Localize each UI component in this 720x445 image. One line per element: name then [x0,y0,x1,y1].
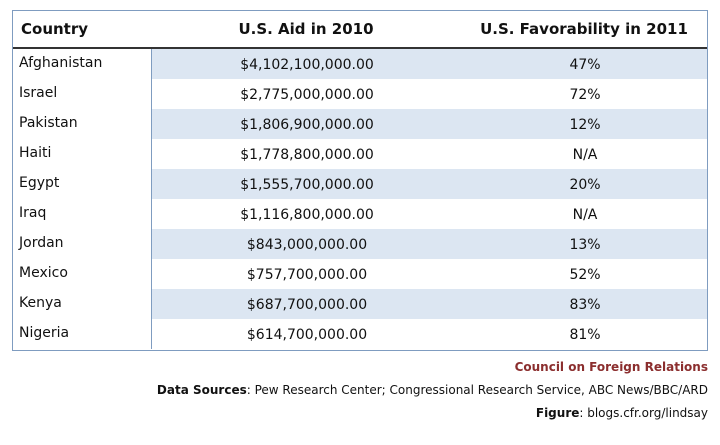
data-band: $614,700,000.00 81% [151,319,707,349]
country-cell: Afghanistan [13,49,151,79]
aid-cell: $757,700,000.00 [246,267,368,283]
country-name: Nigeria [19,325,70,341]
data-band: $1,555,700,000.00 20% [151,169,707,199]
favorability-cell: 13% [569,237,601,253]
table-row: Israel $2,775,000,000.00 72% [13,79,707,109]
data-sources: Data Sources: Pew Research Center; Congr… [157,383,708,397]
favorability-cell: 20% [569,177,601,193]
header-favorability: U.S. Favorability in 2011 [480,20,688,38]
aid-cell: $2,775,000,000.00 [240,87,374,103]
data-band: $4,102,100,000.00 47% [151,49,707,79]
aid-cell: $1,116,800,000.00 [240,207,374,223]
favorability-cell: 81% [569,327,601,343]
organization-credit: Council on Foreign Relations [514,360,708,374]
country-name: Kenya [19,295,62,311]
favorability-cell: 12% [569,117,601,133]
table-row: Jordan $843,000,000.00 13% [13,229,707,259]
aid-cell: $843,000,000.00 [246,237,368,253]
country-name: Mexico [19,265,68,281]
header-country: Country [21,20,89,38]
figure-credit: Figure: blogs.cfr.org/lindsay [536,406,708,420]
aid-cell: $1,555,700,000.00 [240,177,374,193]
table-row: Kenya $687,700,000.00 83% [13,289,707,319]
figure-label: Figure [535,406,580,420]
country-cell: Nigeria [13,319,151,349]
data-band: $1,116,800,000.00 N/A [151,199,707,229]
table-row: Pakistan $1,806,900,000.00 12% [13,109,707,139]
favorability-cell: N/A [572,207,598,223]
table-row: Nigeria $614,700,000.00 81% [13,319,707,349]
country-name: Israel [19,85,58,101]
favorability-cell: 52% [569,267,601,283]
table-row: Iraq $1,116,800,000.00 N/A [13,199,707,229]
country-cell: Mexico [13,259,151,289]
data-band: $757,700,000.00 52% [151,259,707,289]
country-name: Pakistan [19,115,78,131]
aid-cell: $1,778,800,000.00 [240,147,374,163]
table-row: Afghanistan $4,102,100,000.00 47% [13,49,707,79]
table-row: Egypt $1,555,700,000.00 20% [13,169,707,199]
table-row: Mexico $757,700,000.00 52% [13,259,707,289]
country-cell: Iraq [13,199,151,229]
data-sources-text: : Pew Research Center; Congressional Res… [246,383,708,397]
aid-cell: $4,102,100,000.00 [240,57,374,73]
data-band: $687,700,000.00 83% [151,289,707,319]
data-sources-label: Data Sources [156,383,247,397]
aid-favorability-table: Country U.S. Aid in 2010 U.S. Favorabili… [12,10,708,351]
country-cell: Pakistan [13,109,151,139]
aid-cell: $614,700,000.00 [246,327,368,343]
country-name: Afghanistan [19,55,103,71]
figure-text: : blogs.cfr.org/lindsay [579,406,708,420]
table-header: Country U.S. Aid in 2010 U.S. Favorabili… [13,11,707,49]
country-cell: Haiti [13,139,151,169]
table-row: Haiti $1,778,800,000.00 N/A [13,139,707,169]
data-band: $2,775,000,000.00 72% [151,79,707,109]
aid-cell: $1,806,900,000.00 [240,117,374,133]
data-band: $1,806,900,000.00 12% [151,109,707,139]
country-cell: Israel [13,79,151,109]
aid-cell: $687,700,000.00 [246,297,368,313]
country-cell: Jordan [13,229,151,259]
country-cell: Egypt [13,169,151,199]
data-band: $843,000,000.00 13% [151,229,707,259]
data-band: $1,778,800,000.00 N/A [151,139,707,169]
table-body: Afghanistan $4,102,100,000.00 47% Israel $2,… [13,49,707,349]
favorability-cell: N/A [572,147,598,163]
header-aid: U.S. Aid in 2010 [238,20,374,38]
country-name: Haiti [19,145,52,161]
favorability-cell: 72% [569,87,601,103]
country-name: Egypt [19,175,60,191]
country-name: Jordan [19,235,64,251]
country-name: Iraq [19,205,47,221]
favorability-cell: 83% [569,297,601,313]
favorability-cell: 47% [569,57,601,73]
country-cell: Kenya [13,289,151,319]
